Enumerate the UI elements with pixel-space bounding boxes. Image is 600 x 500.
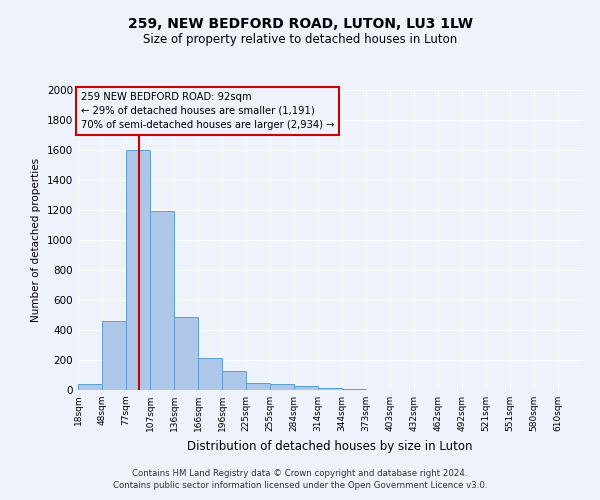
Bar xyxy=(222,370,246,390)
Bar xyxy=(102,321,126,390)
Bar xyxy=(342,389,366,390)
Bar xyxy=(150,211,174,390)
X-axis label: Distribution of detached houses by size in Luton: Distribution of detached houses by size … xyxy=(187,440,473,452)
Bar xyxy=(294,386,318,390)
Y-axis label: Number of detached properties: Number of detached properties xyxy=(31,158,41,322)
Bar xyxy=(270,384,294,390)
Text: 259, NEW BEDFORD ROAD, LUTON, LU3 1LW: 259, NEW BEDFORD ROAD, LUTON, LU3 1LW xyxy=(128,18,473,32)
Text: Size of property relative to detached houses in Luton: Size of property relative to detached ho… xyxy=(143,32,457,46)
Bar xyxy=(78,384,102,390)
Bar xyxy=(246,382,270,390)
Bar xyxy=(198,358,222,390)
Bar xyxy=(318,388,342,390)
Text: Contains public sector information licensed under the Open Government Licence v3: Contains public sector information licen… xyxy=(113,481,487,490)
Text: 259 NEW BEDFORD ROAD: 92sqm
← 29% of detached houses are smaller (1,191)
70% of : 259 NEW BEDFORD ROAD: 92sqm ← 29% of det… xyxy=(80,92,334,130)
Text: Contains HM Land Registry data © Crown copyright and database right 2024.: Contains HM Land Registry data © Crown c… xyxy=(132,468,468,477)
Bar xyxy=(174,316,198,390)
Bar xyxy=(126,150,150,390)
